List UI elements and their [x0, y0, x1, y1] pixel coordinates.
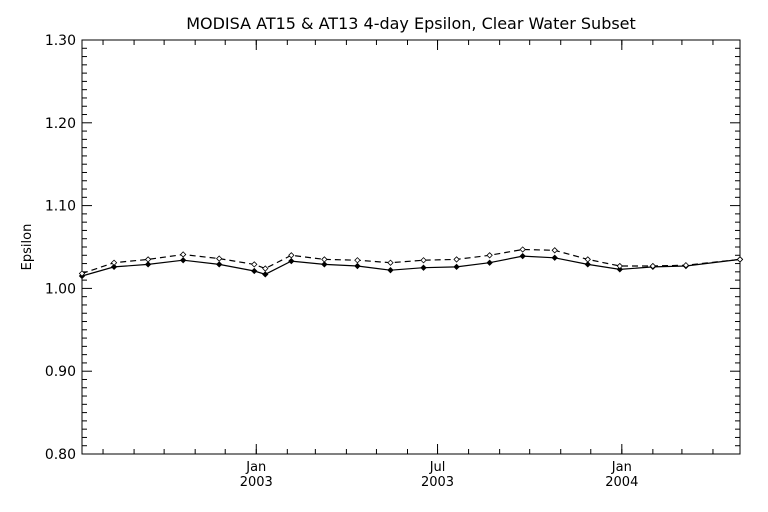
dashed-series-marker: [216, 255, 223, 262]
y-tick-label: 1.10: [45, 199, 76, 215]
x-tick-year: 2004: [605, 475, 638, 490]
x-tick-month: Jan: [611, 460, 632, 475]
y-tick-label: 1.00: [45, 281, 76, 297]
solid-series-marker: [616, 266, 623, 273]
plot-frame: [81, 39, 741, 455]
solid-series-marker: [144, 261, 152, 268]
series-line-solid: [81, 255, 741, 277]
dashed-series-marker: [682, 262, 690, 269]
x-tick-year: 2003: [240, 475, 273, 490]
x-tick-year: 2003: [421, 475, 454, 490]
dashed-series-marker: [649, 262, 657, 270]
dashed-series-marker: [551, 247, 558, 254]
dashed-series-marker: [519, 246, 526, 253]
solid-series-marker: [551, 254, 558, 261]
dashed-series-marker: [387, 259, 394, 266]
solid-series-marker: [420, 264, 427, 271]
solid-series-marker: [584, 261, 591, 268]
solid-series-marker: [486, 259, 493, 266]
dashed-series-marker: [321, 256, 328, 263]
dashed-series-marker: [584, 256, 591, 263]
dashed-series-marker: [144, 256, 152, 263]
solid-series-marker: [251, 267, 258, 275]
y-tick-label: 1.20: [45, 116, 76, 132]
dashed-series-marker: [110, 259, 118, 266]
chart-title: MODISA AT15 & AT13 4-day Epsilon, Clear …: [186, 14, 636, 33]
dashed-series-marker: [354, 257, 361, 264]
solid-series-marker: [354, 262, 361, 270]
solid-series-marker: [321, 261, 328, 268]
solid-series-marker: [288, 257, 295, 265]
x-tick-month: Jan: [245, 460, 266, 475]
y-tick-label: 0.90: [45, 364, 76, 380]
dashed-series-marker: [453, 256, 460, 263]
dashed-series-marker: [262, 265, 269, 272]
solid-series-marker: [179, 257, 187, 264]
dashed-series-marker: [736, 256, 744, 263]
solid-series-marker: [519, 252, 526, 260]
dashed-series-marker: [616, 262, 623, 270]
dashed-series-marker: [78, 270, 86, 277]
y-tick-label: 0.80: [45, 447, 76, 463]
y-axis-label: Epsilon: [20, 224, 35, 271]
dashed-series-marker: [420, 257, 427, 264]
x-tick-month: Jul: [429, 460, 446, 475]
solid-series-marker: [216, 261, 223, 268]
dashed-series-marker: [288, 252, 295, 259]
solid-series-marker: [262, 271, 269, 278]
y-tick-label: 1.30: [45, 33, 76, 49]
solid-series-marker: [453, 263, 460, 271]
dashed-series-marker: [251, 261, 258, 268]
solid-series-marker: [387, 267, 394, 274]
solid-series-marker: [110, 263, 118, 271]
dashed-series-marker: [486, 252, 493, 259]
series-line-dashed: [81, 248, 741, 275]
dashed-series-marker: [179, 251, 187, 258]
